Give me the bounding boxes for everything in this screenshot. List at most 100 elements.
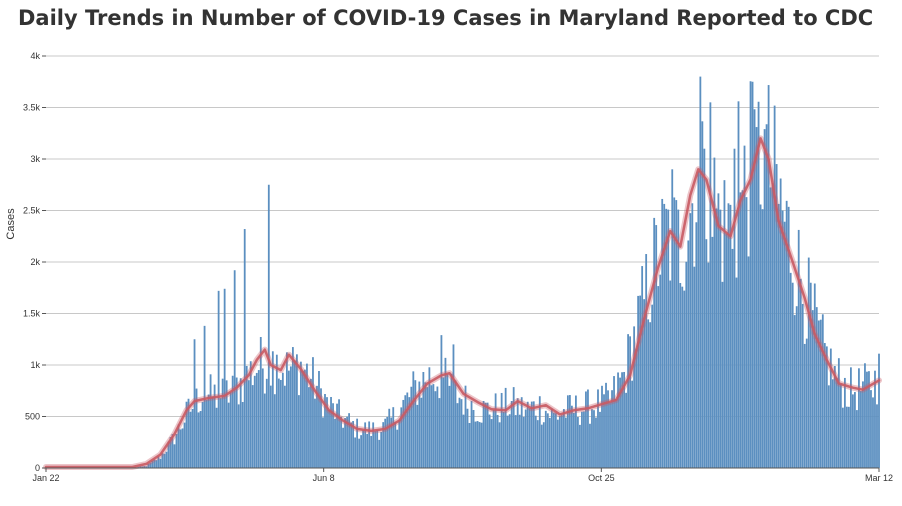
daily-case-bar: [428, 367, 431, 468]
daily-case-bar: [825, 346, 828, 468]
daily-case-bar: [219, 398, 222, 468]
daily-case-bar: [693, 266, 696, 468]
daily-case-bar: [609, 402, 611, 468]
daily-case-bar: [542, 422, 545, 468]
daily-case-bar: [721, 281, 724, 468]
daily-case-bar: [797, 229, 800, 468]
daily-case-bar: [773, 105, 776, 468]
daily-case-bar: [835, 377, 838, 468]
daily-case-bar: [213, 384, 216, 468]
daily-case-bar: [277, 378, 280, 468]
daily-case-bar: [430, 385, 433, 468]
daily-case-bar: [265, 378, 268, 468]
daily-case-bar: [384, 418, 387, 468]
daily-case-bar: [635, 348, 638, 468]
daily-case-bar: [191, 408, 194, 468]
daily-case-bar: [432, 384, 435, 468]
daily-case-bar: [763, 129, 766, 468]
daily-case-bar: [506, 415, 509, 468]
y-tick-label: 2.5k: [23, 206, 41, 216]
daily-case-bar: [287, 370, 290, 468]
daily-case-bar: [318, 371, 320, 468]
daily-case-bar: [225, 380, 228, 468]
daily-case-bar: [332, 403, 334, 468]
daily-case-bar: [530, 401, 533, 468]
daily-case-bar: [562, 409, 565, 468]
daily-case-bar: [424, 382, 427, 468]
daily-case-bar: [269, 385, 272, 468]
daily-case-bar: [789, 272, 792, 468]
daily-case-bar: [374, 431, 377, 468]
daily-case-bar: [805, 338, 808, 468]
daily-case-bar: [532, 401, 535, 468]
daily-case-bar: [502, 411, 505, 468]
daily-case-bar: [866, 371, 868, 468]
daily-case-bar: [725, 233, 728, 468]
daily-case-bar: [573, 412, 575, 468]
daily-case-bar: [564, 417, 567, 468]
daily-case-bar: [340, 417, 342, 468]
daily-case-bar: [480, 422, 483, 468]
daily-case-bar: [291, 347, 294, 468]
daily-case-bar: [581, 411, 583, 468]
daily-case-bar: [257, 370, 260, 468]
daily-case-bar: [494, 393, 497, 468]
daily-case-bar: [223, 288, 226, 468]
daily-case-bar: [201, 401, 204, 468]
daily-case-bar: [548, 417, 551, 468]
daily-case-bar: [193, 339, 196, 468]
daily-case-bar: [791, 282, 794, 468]
daily-case-bar: [649, 322, 652, 468]
daily-case-bar: [271, 351, 274, 468]
daily-case-bar: [657, 286, 660, 468]
daily-case-bar: [324, 394, 326, 468]
daily-case-bar: [876, 404, 878, 468]
daily-case-bar: [302, 370, 304, 468]
daily-case-bar: [753, 109, 756, 468]
daily-case-bar: [151, 460, 154, 468]
daily-case-bar: [163, 453, 166, 468]
daily-case-bar: [733, 148, 736, 468]
daily-case-bar: [689, 213, 692, 468]
daily-case-bar: [143, 466, 146, 468]
daily-case-bar: [482, 400, 485, 468]
daily-case-bar: [603, 394, 605, 468]
daily-case-bar: [498, 422, 501, 468]
daily-case-bar: [589, 423, 591, 468]
daily-case-bar: [510, 401, 513, 468]
daily-case-bar: [520, 397, 523, 468]
daily-case-bar: [422, 372, 425, 468]
daily-case-bar: [731, 248, 734, 468]
daily-case-bar: [380, 431, 383, 468]
daily-case-bar: [841, 407, 844, 468]
daily-case-bar: [755, 127, 758, 468]
daily-case-bar: [667, 209, 670, 468]
daily-case-bar: [171, 434, 174, 468]
daily-case-bar: [362, 430, 365, 468]
daily-case-bar: [868, 371, 870, 468]
daily-case-bar: [446, 374, 449, 468]
daily-case-bar: [560, 415, 563, 468]
daily-case-bar: [289, 366, 292, 468]
daily-case-bar: [566, 395, 569, 468]
daily-case-bar: [568, 395, 571, 468]
y-axis-label: Cases: [5, 208, 17, 240]
daily-case-bar: [540, 424, 543, 468]
daily-case-bar: [781, 210, 784, 469]
daily-case-bar: [488, 414, 491, 468]
daily-case-bar: [296, 354, 298, 468]
daily-case-bar: [514, 415, 517, 468]
daily-case-bar: [605, 382, 607, 468]
daily-case-bar: [394, 421, 397, 468]
daily-case-bar: [141, 466, 144, 468]
daily-case-bar: [139, 466, 142, 468]
daily-case-bar: [466, 408, 469, 468]
daily-case-bar: [639, 295, 642, 468]
daily-case-bar: [552, 412, 555, 468]
y-tick-label: 2k: [30, 257, 40, 267]
daily-case-bar: [613, 376, 615, 468]
daily-case-bar: [601, 385, 603, 468]
daily-case-bar: [177, 424, 180, 468]
moving-average-path: [44, 137, 881, 469]
